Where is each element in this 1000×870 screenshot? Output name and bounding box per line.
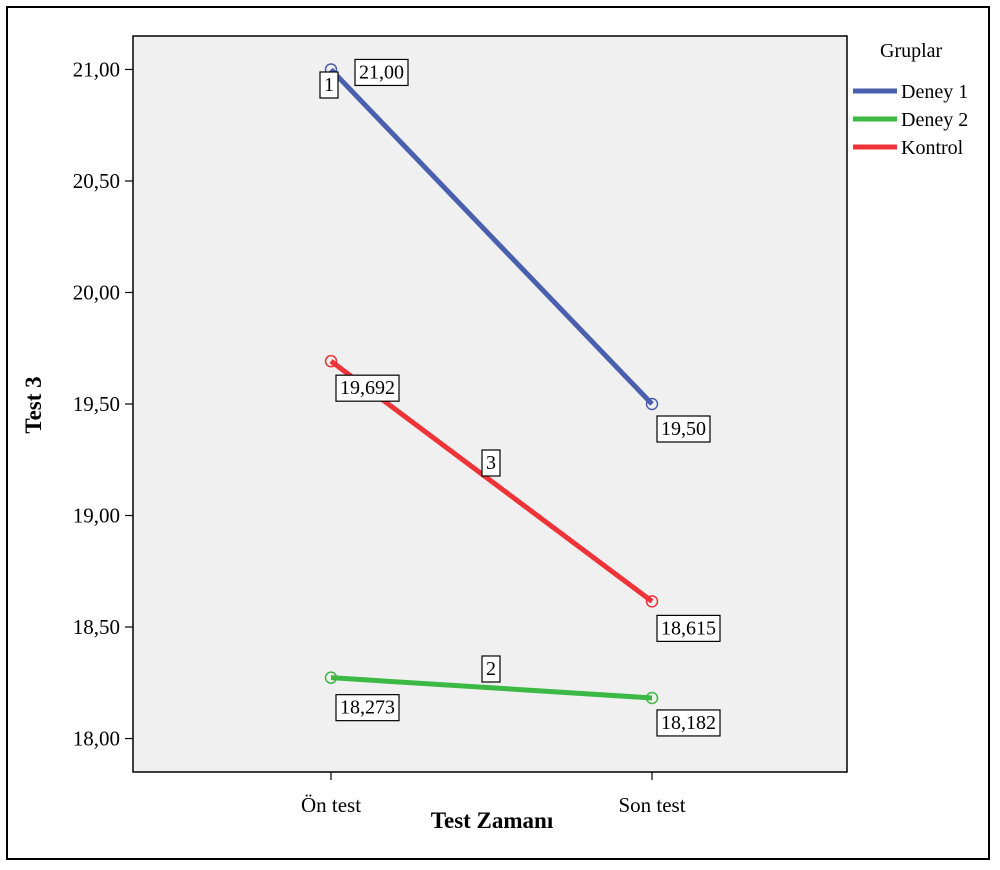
legend-item: Deney 1	[901, 81, 968, 103]
x-tick-label: Son test	[618, 793, 685, 817]
data-label: 18,615	[656, 614, 721, 642]
data-label-text: 19,50	[661, 418, 706, 440]
y-axis-title: Test 3	[21, 376, 46, 433]
y-tick-label: 19,00	[73, 504, 120, 528]
line-id-label-text: 3	[486, 452, 496, 474]
data-label-box	[335, 694, 400, 722]
data-label: 21,00	[354, 58, 409, 87]
data-label-text: 19,692	[340, 377, 395, 399]
y-tick-label: 18,00	[73, 727, 120, 751]
line-id-label-box	[481, 655, 501, 683]
y-tick-label: 20,50	[73, 169, 120, 193]
series-line-deney-1	[329, 67, 654, 406]
data-label-box	[335, 374, 400, 402]
data-point	[645, 595, 659, 608]
plot-area	[132, 35, 848, 773]
y-axis: 18,00 18,50 19,00 19,50 20,00 20,50 21,00	[73, 57, 133, 751]
data-label-box	[354, 58, 409, 87]
data-label-text: 18,273	[340, 697, 395, 719]
x-axis-title: Test Zamanı	[431, 808, 554, 833]
data-label-box	[656, 415, 711, 443]
line-id-label: 2	[481, 655, 501, 683]
y-tick-label: 19,50	[73, 392, 120, 416]
line-id-label-text: 2	[486, 658, 496, 680]
line-id-label: 3	[481, 449, 501, 477]
data-point	[324, 671, 338, 684]
data-label: 18,273	[335, 694, 400, 722]
y-tick-label: 18,50	[73, 615, 120, 639]
data-label-box	[656, 709, 721, 737]
legend-title: Gruplar	[880, 40, 943, 62]
x-tick-label: Ön test	[301, 793, 361, 817]
x-axis: Ön test Son test	[301, 772, 686, 817]
line-id-label-box	[319, 71, 339, 99]
data-label-text: 18,182	[661, 712, 716, 734]
data-label-text: 18,615	[661, 617, 716, 639]
data-point	[645, 691, 659, 705]
line-id-label: 1	[319, 71, 339, 99]
data-point	[324, 354, 338, 368]
data-label: 19,692	[335, 374, 400, 402]
legend-item: Kontrol	[901, 137, 964, 159]
legend: Gruplar Deney 1 Deney 2 Kontrol	[853, 40, 968, 159]
line-id-label-text: 1	[324, 74, 334, 96]
series-line-deney-2	[330, 675, 653, 701]
data-label-text: 21,00	[359, 61, 404, 83]
legend-item: Deney 2	[901, 109, 968, 131]
data-label-box	[656, 614, 721, 642]
y-tick-label: 20,00	[73, 280, 120, 304]
data-label: 19,50	[656, 415, 711, 443]
data-label: 18,182	[656, 709, 721, 737]
data-point	[645, 397, 659, 411]
y-tick-label: 21,00	[73, 57, 120, 81]
labels-layer: 21,00 19,50 1 18,273 18,182 2 19,692 18,615 3	[319, 58, 721, 737]
line-id-label-box	[481, 449, 501, 477]
